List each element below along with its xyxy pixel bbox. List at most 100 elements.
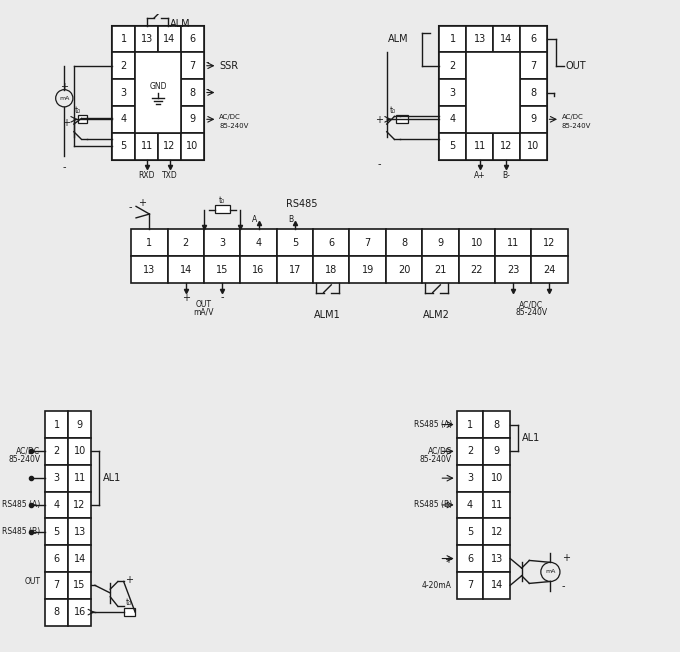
Text: 10: 10 — [527, 141, 539, 151]
Text: mA: mA — [545, 569, 556, 574]
Text: 3: 3 — [54, 473, 60, 483]
Bar — [124, 608, 135, 616]
Bar — [422, 256, 458, 283]
Bar — [168, 230, 204, 256]
Text: 7: 7 — [54, 580, 60, 590]
Text: 85-240V: 85-240V — [8, 454, 40, 464]
Text: 9: 9 — [530, 114, 537, 125]
Text: 14: 14 — [73, 554, 86, 563]
Text: +: + — [182, 293, 190, 303]
Bar — [483, 572, 510, 599]
Bar — [483, 545, 510, 572]
Text: 8: 8 — [494, 419, 500, 430]
Bar — [158, 25, 181, 52]
Text: 10: 10 — [186, 141, 199, 151]
Text: 1: 1 — [54, 419, 60, 430]
Text: 10: 10 — [491, 473, 503, 483]
Text: 8: 8 — [190, 87, 196, 98]
Bar — [68, 518, 91, 545]
Text: OUT: OUT — [24, 577, 40, 586]
Text: 8: 8 — [530, 87, 537, 98]
Bar — [45, 411, 68, 438]
Text: 9: 9 — [190, 114, 196, 125]
Text: -: - — [206, 57, 209, 67]
Bar — [181, 52, 204, 79]
Text: 1: 1 — [120, 34, 126, 44]
Text: 24: 24 — [543, 265, 556, 274]
Text: 13: 13 — [491, 554, 503, 563]
Bar — [45, 492, 68, 518]
Text: 4: 4 — [120, 114, 126, 125]
Text: 9: 9 — [77, 419, 83, 430]
Text: 4: 4 — [54, 500, 60, 510]
Text: -: - — [206, 83, 209, 94]
Bar — [181, 25, 204, 52]
Text: 3: 3 — [219, 238, 225, 248]
Bar — [45, 438, 68, 465]
Bar — [466, 52, 520, 133]
Text: 11: 11 — [507, 238, 520, 248]
Bar — [439, 25, 547, 160]
Bar — [240, 230, 277, 256]
Text: 7: 7 — [467, 580, 473, 590]
Bar — [483, 438, 510, 465]
Text: 85-240V: 85-240V — [220, 123, 249, 129]
Text: 14: 14 — [491, 580, 503, 590]
Bar — [396, 115, 408, 123]
Text: -: - — [63, 162, 66, 172]
Bar — [439, 133, 466, 160]
Bar — [422, 230, 458, 256]
Text: mA/V: mA/V — [194, 308, 214, 317]
Bar — [495, 256, 531, 283]
Text: AC/DC: AC/DC — [520, 300, 543, 309]
Text: 6: 6 — [467, 554, 473, 563]
Text: 2: 2 — [467, 447, 473, 456]
Text: OUT: OUT — [566, 61, 586, 70]
Bar — [68, 572, 91, 599]
Text: 12: 12 — [163, 141, 175, 151]
Text: 10: 10 — [471, 238, 483, 248]
Text: 14: 14 — [500, 34, 513, 44]
Text: 6: 6 — [328, 238, 335, 248]
Text: A: A — [252, 215, 257, 224]
Text: 13: 13 — [473, 34, 486, 44]
Text: 12: 12 — [500, 141, 513, 151]
Bar — [483, 465, 510, 492]
Text: 6: 6 — [530, 34, 537, 44]
Text: mA: mA — [59, 96, 69, 101]
Text: SSR: SSR — [220, 61, 239, 70]
Bar — [135, 133, 158, 160]
Bar — [204, 256, 240, 283]
Text: t₀: t₀ — [75, 106, 81, 115]
Bar — [45, 545, 68, 572]
Text: ALM2: ALM2 — [423, 310, 450, 319]
Text: 11: 11 — [491, 500, 503, 510]
Bar — [531, 230, 568, 256]
Bar — [112, 52, 135, 79]
Bar — [313, 230, 350, 256]
Text: RS485 (B): RS485 (B) — [413, 501, 452, 509]
Text: 8: 8 — [54, 607, 60, 617]
Bar — [456, 572, 483, 599]
Bar — [531, 256, 568, 283]
Bar — [483, 492, 510, 518]
Text: 14: 14 — [180, 265, 192, 274]
Text: AC/DC: AC/DC — [428, 447, 452, 456]
Bar — [131, 256, 168, 283]
Text: GND: GND — [150, 82, 167, 91]
Text: 2: 2 — [120, 61, 126, 70]
Text: 6: 6 — [190, 34, 196, 44]
Bar — [439, 79, 466, 106]
Bar — [68, 492, 91, 518]
Bar — [456, 492, 483, 518]
Text: 5: 5 — [292, 238, 298, 248]
Text: B: B — [288, 215, 294, 224]
Text: 85-240V: 85-240V — [515, 308, 547, 317]
Bar — [350, 256, 386, 283]
Text: 21: 21 — [434, 265, 447, 274]
Bar — [68, 599, 91, 625]
Bar — [240, 256, 277, 283]
Bar — [483, 518, 510, 545]
Bar — [439, 25, 466, 52]
Text: t₀: t₀ — [390, 106, 396, 115]
